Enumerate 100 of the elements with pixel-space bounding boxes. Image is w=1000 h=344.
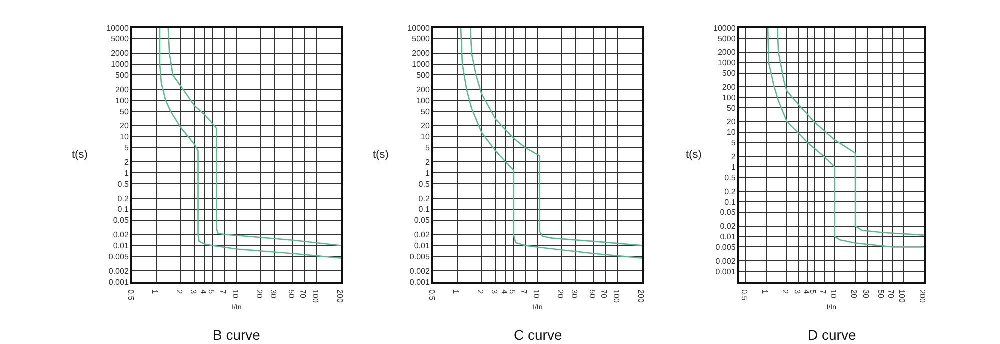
y-tick-label: 0.002 xyxy=(410,266,430,276)
y-tick-label: 0.5 xyxy=(118,180,130,189)
y-tick-label: 0.02 xyxy=(720,222,736,232)
y-tick-label: 10000 xyxy=(106,24,130,33)
y-tick-label: 0.002 xyxy=(108,266,130,276)
y-tick-label: 10 xyxy=(120,132,130,142)
y-tick-label: 20 xyxy=(726,118,736,127)
y-tick-label: 0.5 xyxy=(724,173,736,182)
y-tick-label: 0.5 xyxy=(418,180,430,189)
x-tick-label: 1 xyxy=(452,290,461,295)
y-tick-label: 10 xyxy=(421,132,430,142)
x-tick-label: 5 xyxy=(206,290,216,295)
y-tick-label: 2 xyxy=(124,158,130,168)
y-tick-label: 0.2 xyxy=(724,187,736,196)
y-tick-label: 20 xyxy=(421,122,430,131)
text: B curve xyxy=(213,327,261,343)
x-tick-label: 200 xyxy=(918,290,927,304)
y-tick-label: 2000 xyxy=(412,49,430,58)
x-tick-label: 50 xyxy=(286,290,296,300)
y-tick-label: 20 xyxy=(120,122,130,131)
x-tick-label: 10 xyxy=(828,290,838,300)
x-tick-label: 5 xyxy=(808,290,818,295)
y-tick-label: 0.2 xyxy=(118,194,130,204)
y-tick-label: 10000 xyxy=(408,24,430,33)
y-tick-label: 500 xyxy=(722,69,736,78)
y-tick-label: 10 xyxy=(726,128,736,138)
y-tick-label: 0.05 xyxy=(720,208,736,218)
y-tick-label: 100 xyxy=(722,93,736,102)
x-tick-label: 1 xyxy=(760,290,770,295)
x-tick-label: 0.5 xyxy=(740,290,750,302)
y-tick-label: 0.05 xyxy=(414,216,430,226)
y-tick-label: 0.001 xyxy=(108,278,130,287)
x-tick-label: 20 xyxy=(255,290,264,300)
x-tick-label: 20 xyxy=(556,290,566,300)
y-tick-label: 0.05 xyxy=(113,216,130,226)
y-tick-label: 10000 xyxy=(714,24,736,33)
x-tick-label: 70 xyxy=(600,290,609,300)
text: C curve xyxy=(514,327,562,343)
x-tick-label: 100 xyxy=(897,290,906,304)
y-tick-label: 0.1 xyxy=(118,205,130,214)
x-tick-label: 30 xyxy=(862,290,871,300)
x-tick-label: 100 xyxy=(311,290,320,304)
y-tick-label: 0.2 xyxy=(418,194,430,204)
x-tick-label: 10 xyxy=(532,290,541,300)
y-axis-title: t(s) xyxy=(373,149,389,161)
y-tick-label: 0.001 xyxy=(716,267,736,276)
y-tick-label: 1 xyxy=(425,168,430,178)
y-tick-label: 5000 xyxy=(412,34,430,44)
y-tick-label: 0.01 xyxy=(720,232,736,242)
x-tick-label: 30 xyxy=(570,290,580,300)
y-axis-title: t(s) xyxy=(686,149,702,161)
y-tick-label: 5 xyxy=(425,144,430,153)
y-tick-label: 1000 xyxy=(111,60,130,70)
x-tick-label: 70 xyxy=(298,290,308,300)
x-tick-label: 4 xyxy=(500,290,509,295)
y-tick-label: 50 xyxy=(726,104,736,113)
x-tick-label: 1 xyxy=(150,290,160,295)
y-tick-label: 50 xyxy=(421,107,430,116)
x-tick-label: 2 xyxy=(781,290,790,295)
y-tick-label: 1 xyxy=(731,162,736,172)
y-tick-label: 2 xyxy=(425,158,430,168)
y-tick-label: 0.02 xyxy=(414,230,430,240)
y-tick-label: 1000 xyxy=(412,60,430,70)
y-tick-label: 50 xyxy=(120,107,130,116)
x-tick-label: 2 xyxy=(476,290,485,295)
x-tick-label: 7 xyxy=(818,290,828,295)
y-tick-label: 0.001 xyxy=(410,278,430,287)
y-tick-label: 0.005 xyxy=(716,243,736,252)
x-tick-label: 4 xyxy=(802,290,811,295)
y-tick-label: 5 xyxy=(731,138,736,148)
x-tick-label: 4 xyxy=(198,290,208,295)
y-tick-label: 0.1 xyxy=(724,198,736,207)
x-tick-label: 50 xyxy=(876,290,886,300)
x-tick-label: 20 xyxy=(850,290,859,300)
x-tick-label: 2 xyxy=(174,290,184,295)
y-tick-label: 0.01 xyxy=(414,242,430,251)
y-tick-label: 0.02 xyxy=(113,230,130,240)
y-tick-label: 500 xyxy=(116,71,130,80)
x-tick-label: 7 xyxy=(519,290,528,295)
y-tick-label: 5000 xyxy=(718,34,736,44)
y-tick-label: 500 xyxy=(416,71,430,80)
y-tick-label: 2 xyxy=(731,152,736,162)
x-tick-label: 70 xyxy=(886,290,896,300)
y-tick-label: 0.005 xyxy=(108,252,130,262)
x-tick-label: 200 xyxy=(636,290,646,304)
y-axis-title: t(s) xyxy=(72,149,88,161)
y-tick-label: 0.01 xyxy=(113,242,130,251)
y-tick-label: 100 xyxy=(116,96,130,106)
y-tick-label: 5000 xyxy=(111,34,130,44)
y-tick-label: 5 xyxy=(124,144,130,153)
y-tick-label: 0.002 xyxy=(716,256,736,266)
y-tick-label: 1000 xyxy=(718,58,736,68)
x-tick-label: 3 xyxy=(793,290,802,295)
y-tick-label: 0.005 xyxy=(410,252,430,262)
x-tick-label: 5 xyxy=(508,290,517,295)
x-tick-label: 30 xyxy=(269,290,278,300)
y-tick-label: 2000 xyxy=(111,49,130,58)
y-tick-label: 100 xyxy=(416,96,430,106)
y-tick-label: 200 xyxy=(416,85,430,94)
y-tick-label: 1 xyxy=(124,168,130,178)
